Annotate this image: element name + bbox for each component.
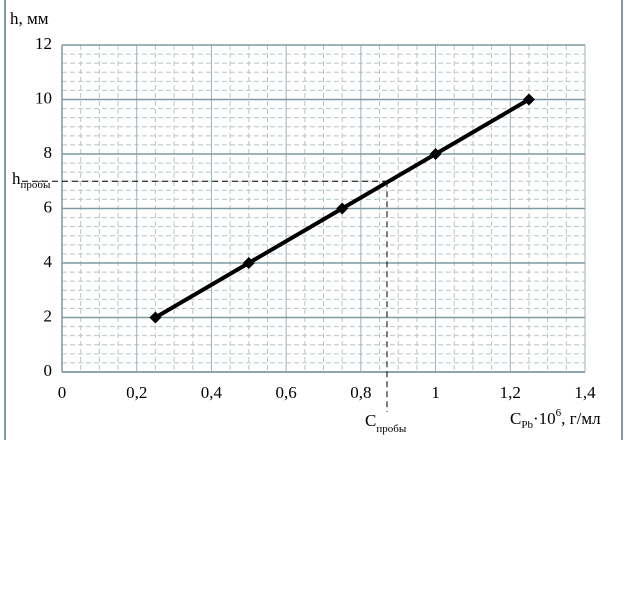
data-point bbox=[429, 148, 442, 160]
y-tick-label: 2 bbox=[44, 306, 53, 325]
data-point bbox=[242, 257, 255, 269]
x-tick-label: 0,2 bbox=[126, 383, 147, 402]
y-tick-label: 0 bbox=[44, 361, 53, 380]
y-tick-label: 8 bbox=[44, 143, 53, 162]
text-part: C bbox=[510, 409, 521, 428]
y-axis-label: h, мм bbox=[10, 9, 49, 28]
data-point bbox=[149, 311, 162, 324]
y-tick-label: 12 bbox=[35, 34, 52, 53]
text-part: ·10 bbox=[533, 409, 556, 428]
sample-y-label: hпробы bbox=[12, 169, 51, 191]
x-tick-label: 0,4 bbox=[201, 383, 223, 402]
x-tick-label: 0,6 bbox=[276, 383, 297, 402]
text-part: h bbox=[12, 169, 21, 188]
data-point bbox=[336, 202, 349, 215]
text-part: , г/мл bbox=[561, 409, 601, 428]
y-tick-label: 10 bbox=[35, 88, 52, 107]
x-tick-label: 1 bbox=[431, 383, 440, 402]
text-part: Pb bbox=[521, 419, 533, 431]
x-tick-label: 0 bbox=[58, 383, 67, 402]
text-part: пробы bbox=[376, 423, 406, 435]
y-tick-label: 4 bbox=[44, 252, 53, 271]
text-part: пробы bbox=[21, 179, 51, 191]
x-axis-label: CPb·106, г/мл bbox=[510, 407, 601, 431]
data-point bbox=[522, 93, 535, 106]
sample-x-label: Cпробы bbox=[365, 411, 407, 435]
y-tick-label: 6 bbox=[44, 197, 53, 216]
text-part: 6 bbox=[556, 407, 562, 419]
x-tick-label: 1,4 bbox=[574, 383, 596, 402]
x-tick-label: 0,8 bbox=[350, 383, 371, 402]
text-part: C bbox=[365, 411, 376, 430]
x-tick-label: 1,2 bbox=[500, 383, 521, 402]
